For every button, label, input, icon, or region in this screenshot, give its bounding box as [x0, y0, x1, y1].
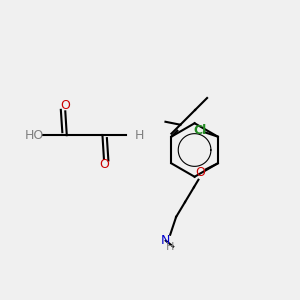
Text: Cl: Cl [193, 124, 206, 137]
Text: H: H [135, 129, 145, 142]
Text: H: H [166, 242, 174, 252]
Text: O: O [195, 166, 205, 179]
Text: O: O [99, 158, 109, 171]
Text: O: O [60, 99, 70, 112]
Text: HO: HO [25, 129, 44, 142]
Text: N: N [161, 234, 170, 247]
